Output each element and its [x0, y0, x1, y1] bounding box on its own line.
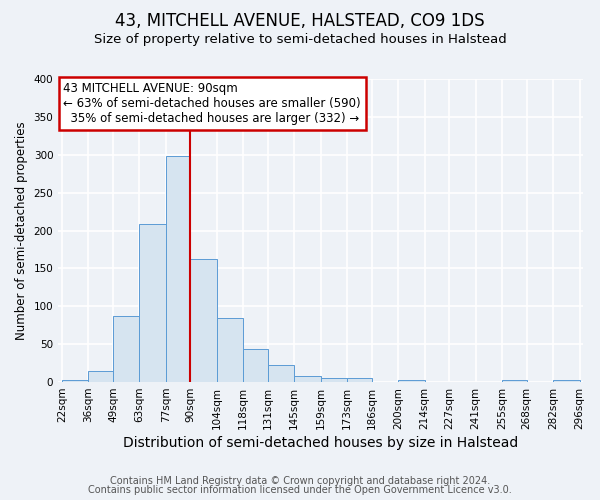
Bar — [295, 376, 321, 382]
Bar — [321, 378, 347, 382]
Bar — [88, 370, 113, 382]
Bar — [398, 380, 425, 382]
Bar — [553, 380, 580, 382]
Text: Size of property relative to semi-detached houses in Halstead: Size of property relative to semi-detach… — [94, 32, 506, 46]
Text: 43, MITCHELL AVENUE, HALSTEAD, CO9 1DS: 43, MITCHELL AVENUE, HALSTEAD, CO9 1DS — [115, 12, 485, 30]
Bar — [139, 224, 166, 382]
Bar — [217, 318, 244, 382]
Bar — [62, 380, 88, 382]
Bar — [113, 316, 139, 382]
Bar — [244, 348, 268, 382]
Text: Contains public sector information licensed under the Open Government Licence v3: Contains public sector information licen… — [88, 485, 512, 495]
Bar — [190, 258, 217, 382]
Text: 43 MITCHELL AVENUE: 90sqm
← 63% of semi-detached houses are smaller (590)
  35% : 43 MITCHELL AVENUE: 90sqm ← 63% of semi-… — [64, 82, 361, 125]
Bar — [268, 366, 295, 382]
Text: Contains HM Land Registry data © Crown copyright and database right 2024.: Contains HM Land Registry data © Crown c… — [110, 476, 490, 486]
Bar — [347, 378, 372, 382]
X-axis label: Distribution of semi-detached houses by size in Halstead: Distribution of semi-detached houses by … — [123, 436, 518, 450]
Y-axis label: Number of semi-detached properties: Number of semi-detached properties — [15, 121, 28, 340]
Bar — [502, 380, 527, 382]
Bar — [166, 156, 190, 382]
